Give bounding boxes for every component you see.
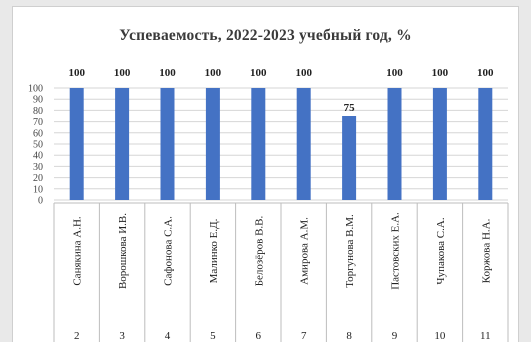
y-tick-label: 100 xyxy=(28,84,43,95)
data-label: 100 xyxy=(68,67,85,79)
category-label: Белозёров В.В. xyxy=(253,215,265,286)
data-label: 100 xyxy=(432,67,449,79)
data-label: 75 xyxy=(344,102,356,114)
class-number-label: 7 xyxy=(301,330,307,342)
bar xyxy=(69,88,84,200)
category-label: Сафонова С.А. xyxy=(163,216,175,286)
y-tick-label: 40 xyxy=(33,151,43,162)
bar xyxy=(478,88,493,200)
class-number-label: 2 xyxy=(74,330,80,342)
gridlines xyxy=(54,87,508,201)
y-tick-label: 0 xyxy=(38,196,43,207)
data-label: 100 xyxy=(205,67,222,79)
category-label: Чупакова С.А. xyxy=(435,217,447,284)
category-label: Малинко Е.Д. xyxy=(208,218,220,283)
data-label: 100 xyxy=(295,67,312,79)
bar xyxy=(115,88,130,200)
data-label: 100 xyxy=(386,67,403,79)
bar xyxy=(205,88,220,200)
class-number-label: 4 xyxy=(165,330,171,342)
bar xyxy=(432,88,447,200)
category-label: Санякина А.Н. xyxy=(72,216,84,286)
data-label: 100 xyxy=(159,67,176,79)
class-number-label: 11 xyxy=(480,330,491,342)
category-label: Пастовских Е.А. xyxy=(390,212,402,290)
category-label: Амирова А.М. xyxy=(299,217,311,285)
bar xyxy=(387,88,402,200)
class-number-label: 6 xyxy=(256,330,262,342)
y-tick-label: 20 xyxy=(33,173,43,184)
class-number-label: 5 xyxy=(210,330,216,342)
bar xyxy=(251,88,266,200)
data-label: 100 xyxy=(114,67,131,79)
y-tick-label: 50 xyxy=(33,140,43,151)
bars xyxy=(69,88,493,200)
category-label: Торгунова В.М. xyxy=(344,214,356,288)
bar xyxy=(160,88,175,200)
y-tick-label: 90 xyxy=(33,95,43,106)
data-label: 100 xyxy=(250,67,267,79)
category-label: Коржова Н.А. xyxy=(480,218,492,283)
data-labels: 100 100 100 100 100 100 75 100 100 100 xyxy=(68,67,494,114)
data-label: 100 xyxy=(477,67,494,79)
y-tick-label: 70 xyxy=(33,117,43,128)
class-number-label: 9 xyxy=(392,330,398,342)
y-tick-label: 10 xyxy=(33,184,43,195)
class-number-label: 8 xyxy=(346,330,352,342)
category-table: Санякина А.Н. 2 Ворошкова И.В. 3 Сафонова С.… xyxy=(53,202,509,342)
class-number-label: 3 xyxy=(119,330,125,342)
y-tick-label: 60 xyxy=(33,128,43,139)
category-label: Ворошкова И.В. xyxy=(117,213,129,289)
bar xyxy=(296,88,311,200)
class-number-label: 10 xyxy=(434,330,446,342)
bar xyxy=(342,116,357,200)
y-tick-label: 30 xyxy=(33,162,43,173)
y-tick-label: 80 xyxy=(33,106,43,117)
chart-title: Успеваемость, 2022-2023 учебный год, % xyxy=(119,27,412,44)
